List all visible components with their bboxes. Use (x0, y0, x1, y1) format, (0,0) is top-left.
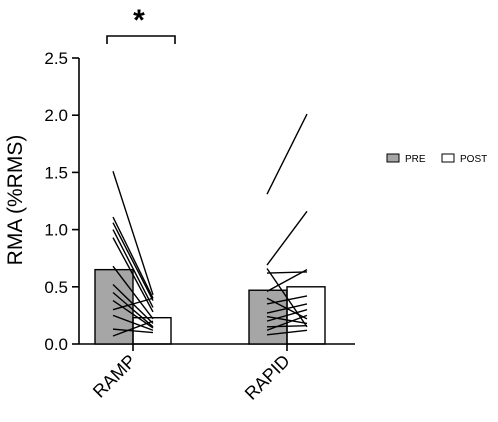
subject-line (112, 320, 154, 337)
y-tick-label: 2.0 (44, 106, 68, 125)
x-tick-label-rapid: RAPID (241, 351, 294, 404)
legend-swatch-post (441, 153, 455, 163)
subject-line (266, 269, 308, 292)
subject-line (112, 222, 154, 301)
legend: PRE POST (386, 153, 487, 165)
y-tick-label: 0.5 (44, 278, 68, 297)
significance-bracket (106, 35, 176, 44)
subject-line (266, 303, 308, 314)
subject-line (266, 268, 308, 328)
subject-line (112, 297, 154, 311)
subject-line (112, 216, 154, 299)
y-tick-label: 1.0 (44, 221, 68, 240)
subject-line (112, 229, 154, 308)
subject-line (266, 314, 308, 331)
y-tick-label: 2.5 (44, 49, 68, 68)
x-tick-label-ramp: RAMP (89, 351, 140, 402)
subject-line (112, 291, 154, 328)
subject-line (112, 265, 154, 320)
bar-pre-ramp (94, 268, 134, 345)
subject-line (266, 210, 308, 266)
legend-label-post: POST (460, 154, 487, 165)
subject-line (266, 324, 308, 328)
significance-marker: * (133, 4, 145, 37)
y-tick-label: 1.5 (44, 163, 68, 182)
subject-line (266, 315, 308, 325)
legend-swatch-pre (386, 153, 400, 163)
subject-line (112, 171, 154, 296)
legend-label-pre: PRE (405, 154, 426, 165)
subject-line (112, 328, 154, 334)
y-axis-title: RMA (%RMS) (4, 135, 27, 266)
subject-line (266, 295, 308, 305)
subject-line (112, 314, 154, 331)
subject-line (266, 329, 308, 336)
subject-line (266, 309, 308, 322)
y-tick-label: 0.0 (44, 335, 68, 354)
subject-line (266, 271, 308, 274)
subject-line (266, 113, 308, 195)
individual-lines (112, 113, 308, 337)
